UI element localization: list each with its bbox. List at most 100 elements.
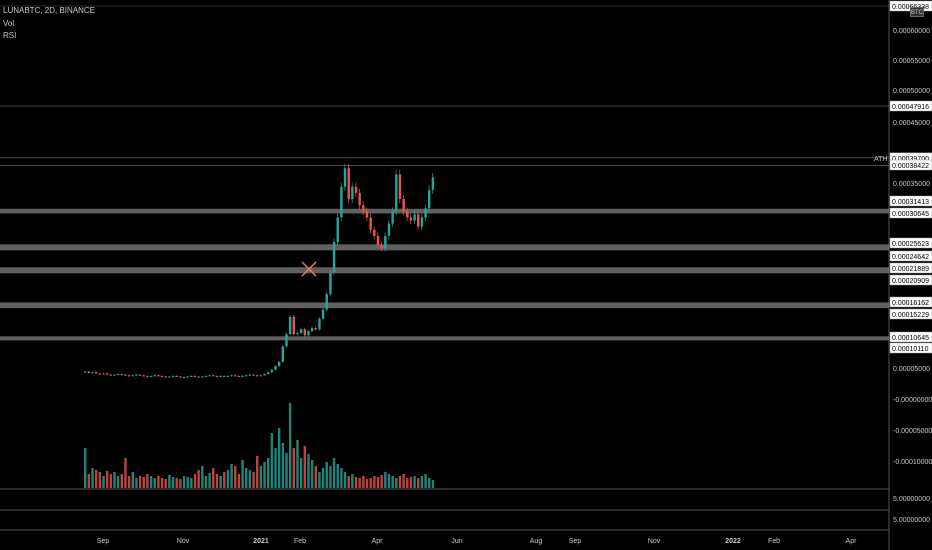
candle-body: [314, 328, 317, 330]
candle-body: [354, 186, 358, 193]
candle-body: [138, 374, 142, 376]
candle-body: [365, 211, 369, 218]
level-tag-box: [889, 308, 932, 320]
candle-body: [296, 332, 299, 335]
volume-bar: [395, 478, 398, 488]
volume-bar: [87, 474, 91, 488]
volume-bar: [138, 476, 142, 488]
candle-body: [329, 272, 332, 295]
volume-bar: [384, 472, 387, 488]
volume-bar: [380, 475, 383, 488]
rsi-axis-label: 5.00000000: [893, 496, 930, 503]
volume-bar: [362, 476, 365, 488]
level-tag: 0.00021889: [892, 266, 929, 273]
volume-bar: [256, 456, 259, 488]
candle-body: [182, 377, 186, 379]
candle-body: [384, 235, 387, 249]
candle-body: [193, 375, 197, 377]
candle-body: [398, 174, 402, 199]
volume-bar: [413, 476, 416, 488]
volume-bar: [109, 474, 113, 488]
candle-body: [149, 375, 153, 377]
volume-bar: [175, 478, 178, 488]
volume-bar: [164, 479, 167, 488]
time-axis-label: Nov: [648, 538, 661, 545]
candle-body: [94, 372, 98, 374]
candle-body: [406, 211, 409, 218]
candle-body: [267, 372, 270, 375]
candle-body: [358, 192, 361, 206]
candle-body: [223, 375, 226, 377]
candle-body: [131, 375, 134, 377]
candle-body: [417, 214, 420, 227]
candle-body: [248, 374, 252, 376]
price-axis-label: -0.00000000: [893, 397, 932, 404]
volume-bar: [340, 468, 343, 488]
volume-bar: [259, 466, 263, 488]
volume-bar: [245, 468, 248, 488]
volume-legend[interactable]: Vol: [3, 19, 15, 28]
volume-bar: [215, 474, 219, 488]
volume-bar: [307, 454, 310, 488]
candle-body: [179, 376, 182, 378]
candle-body: [369, 217, 372, 230]
volume-bar: [94, 470, 98, 488]
ath-tag: 0.00039700: [892, 156, 929, 163]
volume-bar: [391, 476, 394, 488]
candle-body: [124, 374, 127, 376]
candle-body: [277, 361, 281, 367]
volume-bar: [406, 478, 409, 488]
time-axis-label: Aug: [530, 538, 543, 545]
level-tag: 0.00016162: [892, 300, 929, 307]
candle-body: [263, 374, 266, 376]
level-tag-box: [889, 296, 932, 308]
candle-body: [237, 375, 241, 377]
rsi-axis-label: 5.00000000: [893, 517, 930, 524]
candle-body: [208, 375, 211, 377]
candle-body: [230, 375, 233, 377]
volume-bar: [226, 470, 230, 488]
volume-bar: [428, 478, 431, 488]
volume-bar: [274, 448, 277, 488]
volume-bar: [171, 477, 175, 488]
candle-body: [252, 374, 255, 376]
candle-body: [387, 223, 391, 236]
volume-bar: [223, 472, 226, 488]
candle-body: [109, 374, 113, 376]
candle-body: [373, 229, 376, 236]
candle-body: [201, 376, 204, 378]
volume-bar: [296, 440, 299, 488]
candle-body: [310, 328, 314, 332]
candle-body: [285, 334, 288, 347]
candle-body: [98, 373, 102, 375]
volume-bar: [248, 470, 252, 488]
volume-bar: [420, 476, 424, 488]
volume-bar: [336, 464, 339, 488]
time-axis-label: Feb: [294, 538, 306, 545]
volume-bar: [347, 476, 350, 488]
candle-body: [431, 177, 435, 190]
level-tag-box: [889, 237, 932, 249]
candle-body: [380, 245, 383, 249]
volume-bar: [230, 464, 233, 488]
candle-body: [303, 329, 306, 336]
candle-body: [307, 331, 310, 336]
rsi-legend[interactable]: RSI: [3, 31, 17, 40]
volume-bar: [292, 448, 296, 488]
level-band-1: [0, 244, 889, 251]
time-axis-label: Sep: [97, 538, 110, 545]
volume-bar: [182, 476, 186, 488]
price-axis-label: 0.00045000: [893, 120, 930, 127]
volume-bar: [376, 477, 380, 488]
time-axis-label: Sep: [569, 538, 582, 545]
symbol-legend[interactable]: LUNABTC, 2D, BINANCE: [3, 6, 96, 15]
time-axis-label: Apr: [372, 538, 384, 545]
candle-body: [318, 318, 321, 330]
candle-body: [146, 375, 149, 377]
time-axis-label: Apr: [846, 538, 858, 545]
level-tag-box: [889, 207, 932, 219]
level-tag: 0.00010645: [892, 335, 929, 342]
candle-body: [113, 374, 116, 376]
candle-body: [105, 373, 109, 375]
